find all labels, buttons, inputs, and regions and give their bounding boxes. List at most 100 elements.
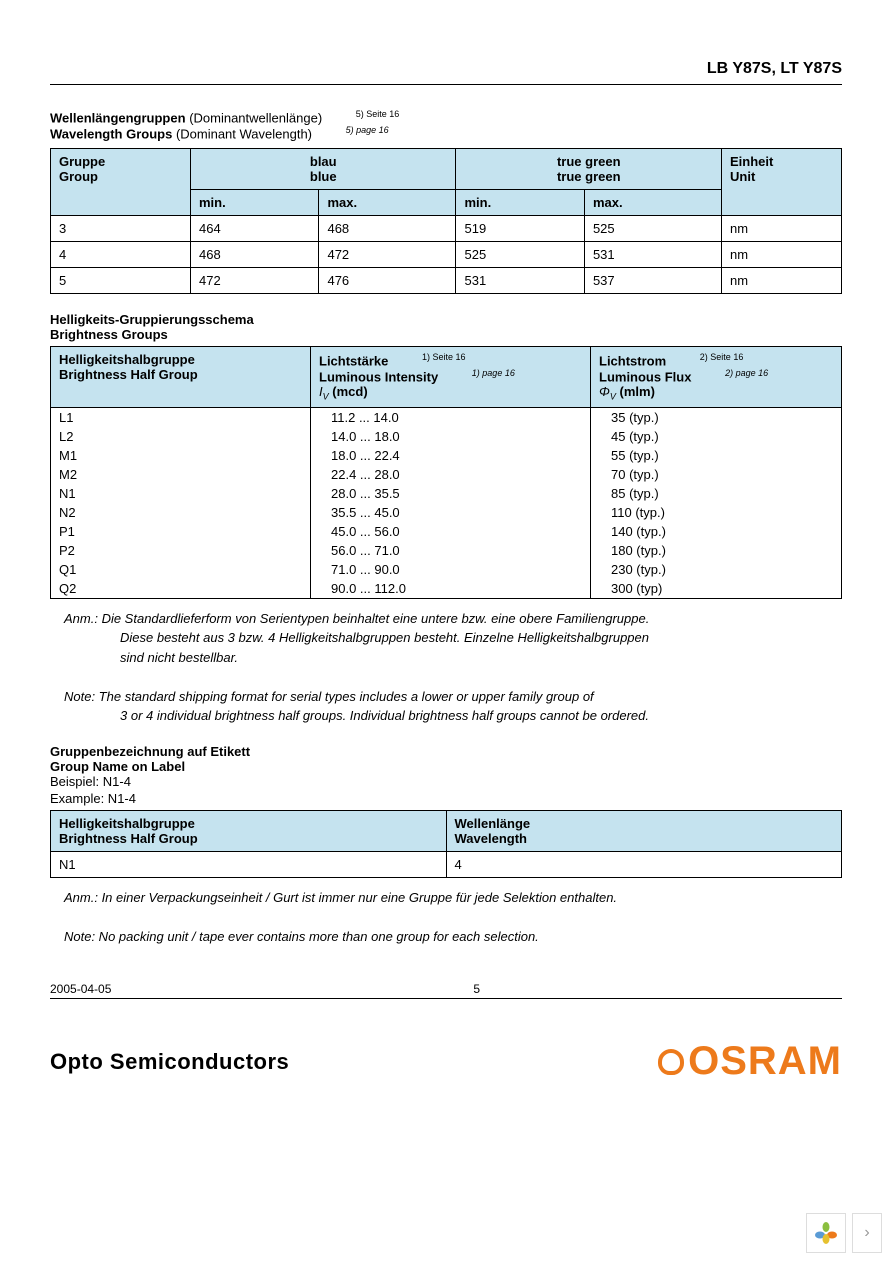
brightness-note-block: Anm.: Die Standardlieferform von Serient…	[64, 609, 842, 726]
table-cell: 4	[51, 241, 191, 267]
table-row: P145.0 ... 56.0140 (typ.)	[51, 522, 842, 541]
table-cell: 230 (typ.)	[591, 560, 842, 579]
table-cell: 35.5 ... 45.0	[311, 503, 591, 522]
opto-text: Opto Semiconductors	[50, 1049, 289, 1075]
table-cell: 35 (typ.)	[591, 407, 842, 427]
table-row: 5472476531537nm	[51, 267, 842, 293]
table-row: L214.0 ... 18.045 (typ.)	[51, 427, 842, 446]
table-cell: 71.0 ... 90.0	[311, 560, 591, 579]
table-cell: 468	[191, 241, 319, 267]
table-cell: L1	[51, 407, 311, 427]
table-cell: nm	[722, 241, 842, 267]
chevron-right-icon[interactable]: ›	[852, 1213, 882, 1253]
wavelength-title-en: Wavelength Groups (Dominant Wavelength)	[50, 127, 316, 142]
brightness-title-de: Helligkeits-Gruppierungsschema	[50, 312, 842, 327]
table-cell: 519	[456, 215, 584, 241]
table-cell: 140 (typ.)	[591, 522, 842, 541]
table-row: 4468472525531nm	[51, 241, 842, 267]
brightness-section-heading: Helligkeits-Gruppierungsschema Brightnes…	[50, 312, 842, 342]
table-cell: 56.0 ... 71.0	[311, 541, 591, 560]
col-half-en: Brightness Half Group	[59, 367, 198, 382]
footer-bar: 2005-04-05 5	[50, 982, 842, 999]
wavelength-table: Gruppe Group blau blue true green true g…	[50, 148, 842, 294]
wavelength-ref-de: 5) Seite 16	[356, 109, 400, 119]
table-cell: 45 (typ.)	[591, 427, 842, 446]
brightness-table: Helligkeitshalbgruppe Brightness Half Gr…	[50, 346, 842, 599]
wavelength-section-heading: Wellenlängengruppen (Dominantwellenlänge…	[50, 109, 842, 142]
table-cell: 90.0 ... 112.0	[311, 579, 591, 599]
table-cell: nm	[722, 267, 842, 293]
table-cell: 525	[456, 241, 584, 267]
note1-de-l3: sind nicht bestellbar.	[64, 648, 842, 668]
note1-de-l2: Diese besteht aus 3 bzw. 4 Helligkeitsha…	[64, 628, 842, 648]
label-example-en: Example: N1-4	[50, 791, 842, 806]
table-row: N235.5 ... 45.0110 (typ.)	[51, 503, 842, 522]
table-row: Q171.0 ... 90.0230 (typ.)	[51, 560, 842, 579]
footer-date: 2005-04-05	[50, 982, 111, 996]
label-col-half-en: Brightness Half Group	[59, 831, 198, 846]
note2-de: Anm.: In einer Verpackungseinheit / Gurt…	[64, 888, 842, 908]
table-row: M118.0 ... 22.455 (typ.)	[51, 446, 842, 465]
col-lf-en: Luminous Flux	[599, 369, 691, 384]
label-example-de: Beispiel: N1-4	[50, 774, 842, 789]
brightness-title-en: Brightness Groups	[50, 327, 842, 342]
table-cell: 5	[51, 267, 191, 293]
table-row: M222.4 ... 28.070 (typ.)	[51, 465, 842, 484]
table-cell: 531	[584, 241, 721, 267]
corner-widget: ›	[806, 1213, 882, 1253]
packing-note-block: Anm.: In einer Verpackungseinheit / Gurt…	[64, 888, 842, 947]
table-cell: 300 (typ)	[591, 579, 842, 599]
col-group-de: Gruppe	[59, 154, 105, 169]
col-blue-en: blue	[310, 169, 337, 184]
table-cell: 22.4 ... 28.0	[311, 465, 591, 484]
label-col-half-de: Helligkeitshalbgruppe	[59, 816, 195, 831]
label-title-de: Gruppenbezeichnung auf Etikett	[50, 744, 842, 759]
table-row: N128.0 ... 35.585 (typ.)	[51, 484, 842, 503]
col-unit-de: Einheit	[730, 154, 773, 169]
table-cell: N2	[51, 503, 311, 522]
label-col-wl-de: Wellenlänge	[455, 816, 531, 831]
label-title-en: Group Name on Label	[50, 759, 842, 774]
col-blue-max: max.	[319, 189, 456, 215]
lf-ref-de: 2) Seite 16	[700, 352, 744, 362]
table-cell: 476	[319, 267, 456, 293]
table-row: 3464468519525nm	[51, 215, 842, 241]
iv-symbol: IV (mcd)	[319, 384, 368, 399]
note1-en-l1: Note: The standard shipping format for s…	[64, 687, 842, 707]
col-li-de: Lichtstärke	[319, 353, 388, 368]
label-row: N1 4	[51, 851, 842, 877]
note2-en: Note: No packing unit / tape ever contai…	[64, 927, 842, 947]
table-cell: 531	[456, 267, 584, 293]
label-table: Helligkeitshalbgruppe Brightness Half Gr…	[50, 810, 842, 878]
label-col-wl-en: Wavelength	[455, 831, 527, 846]
col-green-en: true green	[557, 169, 621, 184]
table-cell: nm	[722, 215, 842, 241]
wavelength-title-de: Wellenlängengruppen (Dominantwellenlänge…	[50, 110, 326, 125]
osram-bulb-icon	[658, 1049, 684, 1075]
table-cell: 14.0 ... 18.0	[311, 427, 591, 446]
table-cell: 18.0 ... 22.4	[311, 446, 591, 465]
note1-de-l1: Anm.: Die Standardlieferform von Serient…	[64, 609, 842, 629]
table-cell: 45.0 ... 56.0	[311, 522, 591, 541]
label-row-wl: 4	[446, 851, 842, 877]
table-cell: 472	[191, 267, 319, 293]
table-cell: 468	[319, 215, 456, 241]
table-cell: 3	[51, 215, 191, 241]
col-blue-de: blau	[310, 154, 337, 169]
table-cell: P2	[51, 541, 311, 560]
col-blue-min: min.	[191, 189, 319, 215]
footer-page: 5	[473, 982, 480, 996]
table-cell: 28.0 ... 35.5	[311, 484, 591, 503]
table-row: Q290.0 ... 112.0300 (typ)	[51, 579, 842, 599]
table-cell: 464	[191, 215, 319, 241]
table-cell: P1	[51, 522, 311, 541]
header-rule	[50, 84, 842, 85]
table-cell: Q2	[51, 579, 311, 599]
table-row: P256.0 ... 71.0180 (typ.)	[51, 541, 842, 560]
table-cell: 472	[319, 241, 456, 267]
osram-brand-text: OSRAM	[688, 1039, 842, 1084]
col-green-max: max.	[584, 189, 721, 215]
table-cell: L2	[51, 427, 311, 446]
document-title: LB Y87S, LT Y87S	[50, 60, 842, 78]
table-cell: 537	[584, 267, 721, 293]
